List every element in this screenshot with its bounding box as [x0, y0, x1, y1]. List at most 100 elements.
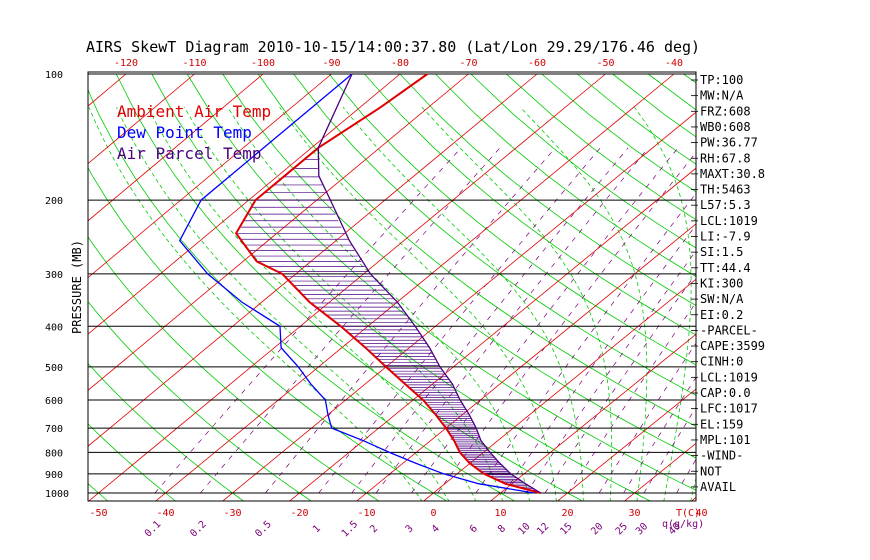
pressure-tick-label: 400 — [45, 322, 63, 333]
mixing-ratio-line — [265, 147, 556, 494]
index-item: RH:67.8 — [700, 151, 751, 165]
index-item: EI:0.2 — [700, 308, 743, 322]
bottom-temperature-axis: -50 -40 -30 -20 -10 0 10 20 30 40 — [89, 508, 707, 519]
mixing-ratio-tick-label: 30 — [634, 521, 650, 537]
isotherm-line — [356, 223, 696, 501]
mixing-ratio-tick-label: 20 — [589, 521, 605, 537]
pressure-tick-label: 800 — [45, 448, 63, 459]
pressure-tick-label: 900 — [45, 470, 63, 481]
isotherm-line — [423, 278, 696, 501]
isotherm-line — [556, 388, 696, 501]
bottom-temp-tick-label: 20 — [561, 508, 573, 519]
mixing-ratio-line — [154, 147, 462, 494]
plot-frame — [87, 71, 697, 502]
index-item: WB0:608 — [700, 120, 751, 134]
moist-adiabat-line — [116, 107, 450, 501]
isotherm-line — [824, 74, 870, 502]
index-item: CAPE:3599 — [700, 339, 765, 353]
legend: Ambient Air Temp Dew Point Temp Air Parcel… — [117, 102, 271, 163]
isotherm-line — [757, 74, 870, 502]
mixing-ratio-line — [526, 250, 696, 494]
index-item: MW:N/A — [700, 89, 744, 103]
dry-adiabat-line — [186, 73, 696, 491]
isotherm-line — [88, 73, 401, 335]
dry-adiabat-line — [364, 73, 696, 336]
mixing-ratio-tick-label: 10 — [516, 521, 532, 537]
isotherm-line — [490, 333, 696, 501]
mixing-ratio-axis: 0.1 0.2 0.5 1 1.5 2 3 4 6 8 10 12 15 20 25 30 40 — [143, 519, 683, 540]
isotherm-line — [88, 73, 538, 447]
moist-adiabat-line — [634, 106, 692, 501]
dry-adiabat-line — [328, 73, 696, 366]
index-item: -WIND- — [700, 449, 743, 463]
top-temp-tick-label: -60 — [528, 58, 546, 69]
index-item: TH:5463 — [700, 183, 751, 197]
mixing-ratio-tick-label: 6 — [468, 523, 480, 535]
dry-adiabat-line — [115, 73, 584, 501]
dry-adiabat-line — [88, 300, 312, 501]
mixing-ratio-tick-label: 25 — [614, 521, 630, 537]
dry-adiabat-line — [647, 73, 696, 111]
index-item: AVAIL — [700, 480, 736, 494]
isotherm-line — [88, 73, 127, 107]
isotherm-line — [88, 73, 469, 391]
legend-entry: Air Parcel Temp — [117, 144, 262, 163]
mixing-ratio-tick-label: 0.1 — [143, 519, 164, 540]
dry-adiabat-line — [88, 483, 109, 501]
mixing-ratio-tick-label: 3 — [404, 523, 416, 535]
dry-adiabat-line — [88, 89, 516, 501]
mixing-ratio-line — [475, 192, 696, 494]
mixing-ratio-tick-label: 0.2 — [188, 519, 209, 540]
index-item: LI:-7.9 — [700, 230, 751, 244]
top-temp-tick-label: -120 — [114, 58, 138, 69]
index-item: LFC:1017 — [700, 402, 758, 416]
sounding-curves — [178, 73, 542, 494]
mixing-ratio-unit: q(g/kg) — [662, 519, 704, 530]
isotherms — [88, 73, 870, 502]
dry-adiabat-line — [222, 73, 696, 459]
index-item: CAP:0.0 — [700, 386, 751, 400]
pressure-tick-label: 700 — [45, 424, 63, 435]
bottom-temp-tick-label: -20 — [290, 508, 308, 519]
mixing-ratio-tick-label: 12 — [535, 521, 551, 537]
index-item: CINH:0 — [700, 355, 743, 369]
dew-point-curve — [178, 73, 535, 494]
dry-adiabat-line — [0, 74, 41, 502]
mixing-ratio-line — [437, 151, 696, 494]
frame-rect — [87, 71, 697, 502]
index-item: TP:100 — [700, 73, 743, 87]
mixing-ratio-tick-label: 4 — [430, 523, 442, 535]
dry-adiabat-line — [506, 73, 696, 221]
index-item: MPL:101 — [700, 433, 751, 447]
index-item: EL:159 — [700, 417, 743, 431]
chart-title: AIRS SkewT Diagram 2010-10-15/14:00:37.8… — [86, 38, 700, 56]
index-item: SW:N/A — [700, 292, 744, 306]
moist-adiabat-line — [279, 106, 557, 501]
bottom-temp-tick-label: 40 — [695, 508, 707, 519]
parcel-temp-curve — [317, 73, 542, 494]
legend-entry: Ambient Air Temp — [117, 102, 271, 121]
bottom-temp-tick-label: 0 — [430, 508, 436, 519]
index-item: KI:300 — [700, 276, 743, 290]
mixing-ratio-tick-label: 1.5 — [340, 519, 361, 540]
mixing-ratio-line — [503, 224, 696, 494]
mixing-ratio-line — [544, 272, 696, 494]
isotherm-line — [155, 73, 675, 501]
mixing-ratio-tick-label: 2 — [368, 523, 380, 535]
mixing-ratio-line — [411, 147, 679, 494]
bottom-temp-tick-label: 30 — [628, 508, 640, 519]
ambient-temp-curve — [234, 73, 541, 494]
top-temp-tick-label: -110 — [182, 58, 206, 69]
dry-adiabats — [0, 73, 696, 502]
dry-adiabat-line — [293, 73, 696, 396]
mixing-ratio-line — [200, 147, 501, 494]
isobars — [88, 73, 696, 494]
isotherm-line — [88, 73, 606, 501]
moist-adiabat-line — [520, 106, 648, 501]
mixing-ratio-line — [318, 147, 601, 494]
mixing-ratio-tick-label: 1 — [311, 523, 323, 535]
top-temp-tick-label: -40 — [665, 58, 683, 69]
dry-adiabat-line — [151, 73, 652, 501]
pressure-tick-label: 600 — [45, 396, 63, 407]
